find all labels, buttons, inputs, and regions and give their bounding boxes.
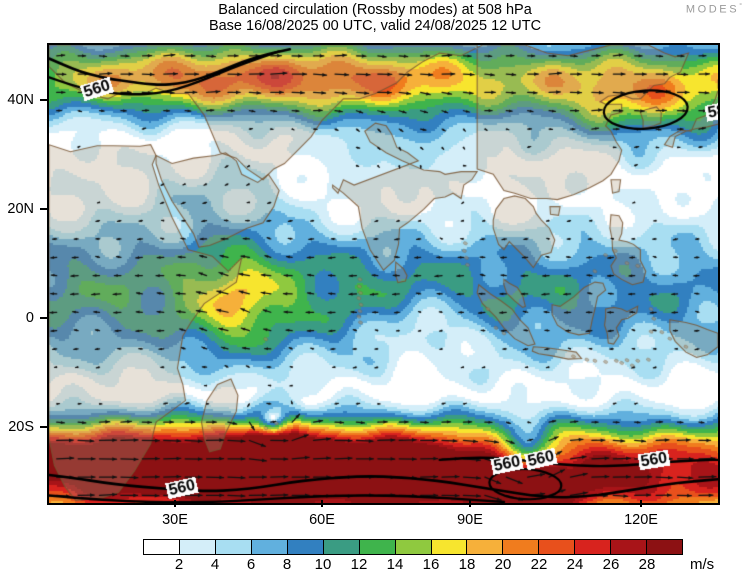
- colorbar-tick: 4: [210, 556, 220, 573]
- y-tick-mark: [40, 317, 47, 319]
- colorbar-swatch: [179, 540, 216, 554]
- y-tick-label: 0: [25, 310, 34, 326]
- map-plot-area: [47, 43, 720, 505]
- x-tick-mark: [469, 500, 471, 507]
- colorbar: [143, 539, 683, 555]
- colorbar-swatch: [503, 540, 540, 554]
- colorbar-swatch: [287, 540, 324, 554]
- y-tick-label: 20S: [8, 419, 34, 435]
- colorbar-tick: 16: [422, 556, 440, 573]
- chart-subtitle: Base 16/08/2025 00 UTC, valid 24/08/2025…: [208, 18, 542, 34]
- page-title: Balanced circulation (Rossby modes) at 5…: [218, 2, 532, 18]
- colorbar-units-label: m/s: [690, 556, 715, 573]
- wind-speed-map-canvas: [49, 45, 718, 503]
- colorbar-swatch: [467, 540, 504, 554]
- y-tick-mark: [40, 208, 47, 210]
- colorbar-swatch: [431, 540, 468, 554]
- colorbar-tick-labels: 2 4 6 8 10 12 14 16 18 20 22 24 26 28: [0, 556, 750, 576]
- colorbar-swatch: [215, 540, 252, 554]
- colorbar-tick: 20: [494, 556, 512, 573]
- colorbar-swatch: [539, 540, 576, 554]
- colorbar-tick: 12: [350, 556, 368, 573]
- y-tick-label: 40N: [7, 92, 34, 108]
- modes-watermark: MODES°: [686, 3, 742, 16]
- colorbar-tick: 8: [282, 556, 292, 573]
- watermark-text: MODES: [685, 3, 740, 16]
- y-axis-labels: 40N 20N 0 20S: [0, 0, 44, 574]
- y-tick-mark: [40, 426, 47, 428]
- x-tick-label: 60E: [309, 512, 335, 528]
- colorbar-swatch: [611, 540, 648, 554]
- x-tick-label: 30E: [162, 512, 188, 528]
- colorbar-swatch: [395, 540, 432, 554]
- colorbar-swatch: [323, 540, 360, 554]
- colorbar-swatch: [575, 540, 612, 554]
- colorbar-tick: 10: [314, 556, 332, 573]
- colorbar-swatch: [144, 540, 180, 554]
- colorbar-swatch: [359, 540, 396, 554]
- colorbar-tick: 14: [386, 556, 404, 573]
- colorbar-tick: 28: [638, 556, 656, 573]
- y-tick-mark: [40, 99, 47, 101]
- colorbar-swatch: [251, 540, 288, 554]
- x-tick-mark: [640, 500, 642, 507]
- x-tick-label: 120E: [624, 512, 658, 528]
- x-tick-label: 90E: [457, 512, 483, 528]
- colorbar-tick: 22: [530, 556, 548, 573]
- colorbar-tick: 18: [458, 556, 476, 573]
- watermark-mark: °: [739, 3, 742, 10]
- colorbar-tick: 2: [174, 556, 184, 573]
- colorbar-swatch: [647, 540, 683, 554]
- x-tick-mark: [174, 500, 176, 507]
- y-tick-label: 20N: [7, 201, 34, 217]
- colorbar-tick: 6: [246, 556, 256, 573]
- chart-title-block: Balanced circulation (Rossby modes) at 5…: [0, 2, 750, 34]
- colorbar-tick: 24: [566, 556, 584, 573]
- x-tick-mark: [321, 500, 323, 507]
- colorbar-tick: 26: [602, 556, 620, 573]
